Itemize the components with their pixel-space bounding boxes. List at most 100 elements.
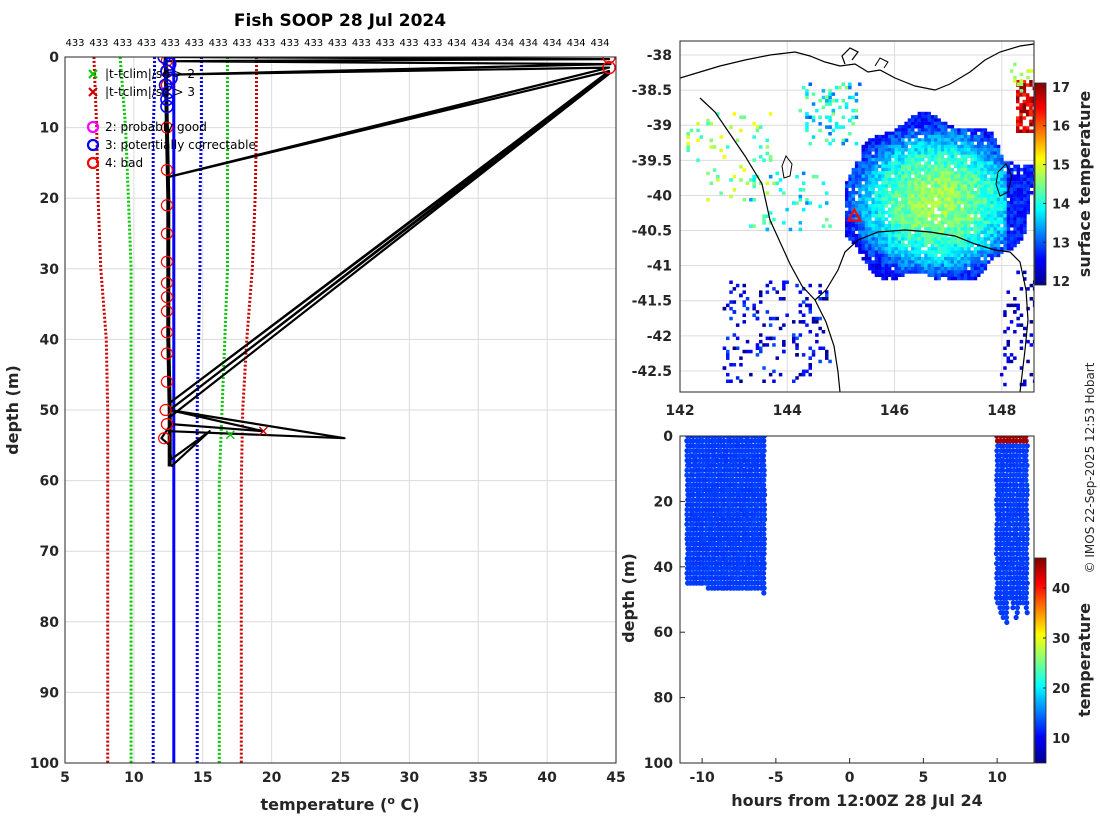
map-y-ticks: -38 -38.5 -39 -39.5 -40 -40.5 -41 -41.5 -42 -42.5	[632, 48, 673, 380]
map-x-tick: 148	[987, 403, 1016, 419]
profile-x-tick: 5	[60, 770, 70, 786]
map-x-ticks: 142 144 146 148	[665, 403, 1016, 419]
flag-correctable-marker	[160, 64, 174, 78]
profile-y-tick: 90	[40, 685, 60, 701]
profile-x-tick: 10	[124, 770, 144, 786]
profile-top-tick: 433	[137, 38, 156, 49]
legend-label: 3: potentially correctable	[105, 138, 256, 152]
map-y-tick: -38.5	[632, 83, 672, 99]
profile-top-tick: 433	[423, 38, 442, 49]
coastline-portphillip	[841, 47, 859, 65]
imos-credit: © IMOS 22-Sep-2025 12:53 Hobart	[1083, 362, 1097, 573]
profile-xlabel: temperature (o C)	[260, 794, 419, 814]
profile-x-tick: 25	[331, 770, 350, 786]
legend-label: 2: probably good	[105, 120, 207, 134]
climatology-lines	[92, 57, 258, 763]
triangle-icon	[846, 207, 863, 222]
timeseries-x-tick: 5	[919, 770, 929, 786]
profile-y-tick: 10	[40, 121, 60, 137]
timeseries-y-tick: 60	[654, 625, 674, 641]
flag-bad-marker	[160, 305, 174, 318]
profile-top-tick: 433	[304, 38, 323, 49]
exceed-3sd-marker	[258, 426, 268, 436]
map-y-tick: -40	[647, 188, 673, 204]
flag-bad-marker	[160, 418, 174, 431]
legend-label: |t-tclim|/sd > 2	[105, 67, 195, 81]
profile-y-tick: 50	[40, 403, 60, 419]
profile-title: Fish SOOP 28 Jul 2024	[234, 11, 446, 31]
sst-colorbar-tick: 15	[1052, 159, 1070, 174]
profile-top-tick: 434	[567, 38, 586, 49]
clim-minus1sd-line	[151, 57, 156, 763]
map-y-tick: -39.5	[632, 153, 672, 169]
profile-top-tick: 434	[543, 38, 562, 49]
profile-y-tick: 60	[40, 474, 60, 490]
timeseries-panel: -10 -5 0 5 10 0 20 40 60 80 100 hours from 12:00Z…	[619, 429, 1094, 810]
map-y-tick: -38	[647, 48, 672, 64]
temperature-colorbar-tick: 10	[1052, 732, 1070, 747]
timeseries-ylabel: depth (m)	[619, 553, 638, 643]
flag-correctable-marker	[161, 85, 176, 100]
profile-top-tick: 433	[89, 38, 108, 49]
legend-label: 4: bad	[105, 156, 143, 170]
temperature-colorbar-tick: 30	[1052, 632, 1070, 647]
flag-bad-marker	[160, 227, 174, 240]
profile-panel: Fish SOOP 28 Jul 2024 433 433 433 433 433 433…	[3, 11, 626, 814]
temperature-colorbar-tick: 40	[1052, 582, 1070, 597]
profile-top-tick: 433	[65, 38, 84, 49]
temperature-colorbar-tick: 20	[1052, 682, 1070, 697]
flag-bad-outlier-marker	[602, 60, 616, 75]
sst-colorbar-tick: 14	[1052, 197, 1070, 212]
timeseries-y-tick: 100	[644, 756, 673, 772]
timeseries-axes-box	[679, 435, 1035, 764]
profile-top-tick: 434	[495, 38, 514, 49]
map-y-tick: -42.5	[632, 364, 672, 380]
flag-bad-marker	[160, 163, 174, 177]
profile-grid	[64, 56, 617, 764]
map-y-tick: -39	[647, 118, 672, 134]
profile-top-tick: 434	[590, 38, 609, 49]
profile-top-tick: 434	[519, 38, 538, 49]
flag-correctable-marker	[158, 78, 173, 93]
profile-x-tick: 15	[193, 770, 212, 786]
profile-y-tick: 0	[49, 50, 59, 66]
coastline-tasmania	[699, 97, 841, 392]
legend-x-marker-icon	[88, 69, 98, 79]
flag-bad-marker	[160, 326, 174, 339]
profile-top-tick: 433	[400, 38, 419, 49]
map-x-tick: 144	[773, 403, 802, 419]
profile-y-tick: 20	[40, 191, 60, 207]
coastline-king-island	[781, 154, 793, 179]
profile-top-tick: 433	[185, 38, 204, 49]
flag-bad-marker	[160, 121, 174, 134]
legend-label: |t-tclim|/sd > 3	[105, 85, 195, 99]
sst-colorbar-tick: 12	[1052, 275, 1070, 290]
map-plot-area	[680, 41, 1034, 392]
temperature-colorbar-label: temperature	[1075, 603, 1094, 717]
profile-top-tick: 433	[161, 38, 180, 49]
clim-plus3sd-line	[239, 57, 258, 763]
legend-circle-marker-icon	[86, 156, 100, 170]
timeseries-x-tick: -10	[689, 770, 715, 786]
profile-y-tick: 80	[40, 615, 60, 631]
profile-top-tick: 433	[113, 38, 132, 49]
temperature-colorbar-ticks: 10 20 30 40	[1043, 582, 1070, 747]
flag-bad-marker	[159, 403, 172, 417]
clim-plus1sd-line	[195, 57, 203, 763]
profile-y-tick: 70	[40, 544, 60, 560]
timeseries-y-tick: 80	[654, 691, 674, 707]
flag-bad-marker	[158, 432, 171, 445]
flag-bad-marker	[160, 347, 174, 360]
timeseries-y-tick: 20	[654, 494, 674, 510]
flag-correctable-marker	[160, 92, 174, 107]
map-y-tick: -40.5	[632, 224, 672, 240]
flag-bad-marker	[160, 276, 174, 290]
map-x-tick: 142	[665, 403, 694, 419]
map-y-tick: -41	[647, 259, 672, 275]
profile-y-tick: 100	[30, 756, 59, 772]
legend-circle-marker-icon	[86, 120, 100, 134]
profile-plot-area	[92, 57, 616, 763]
flag-correctable-marker	[162, 57, 177, 71]
sst-colorbar-tick: 16	[1052, 120, 1070, 135]
